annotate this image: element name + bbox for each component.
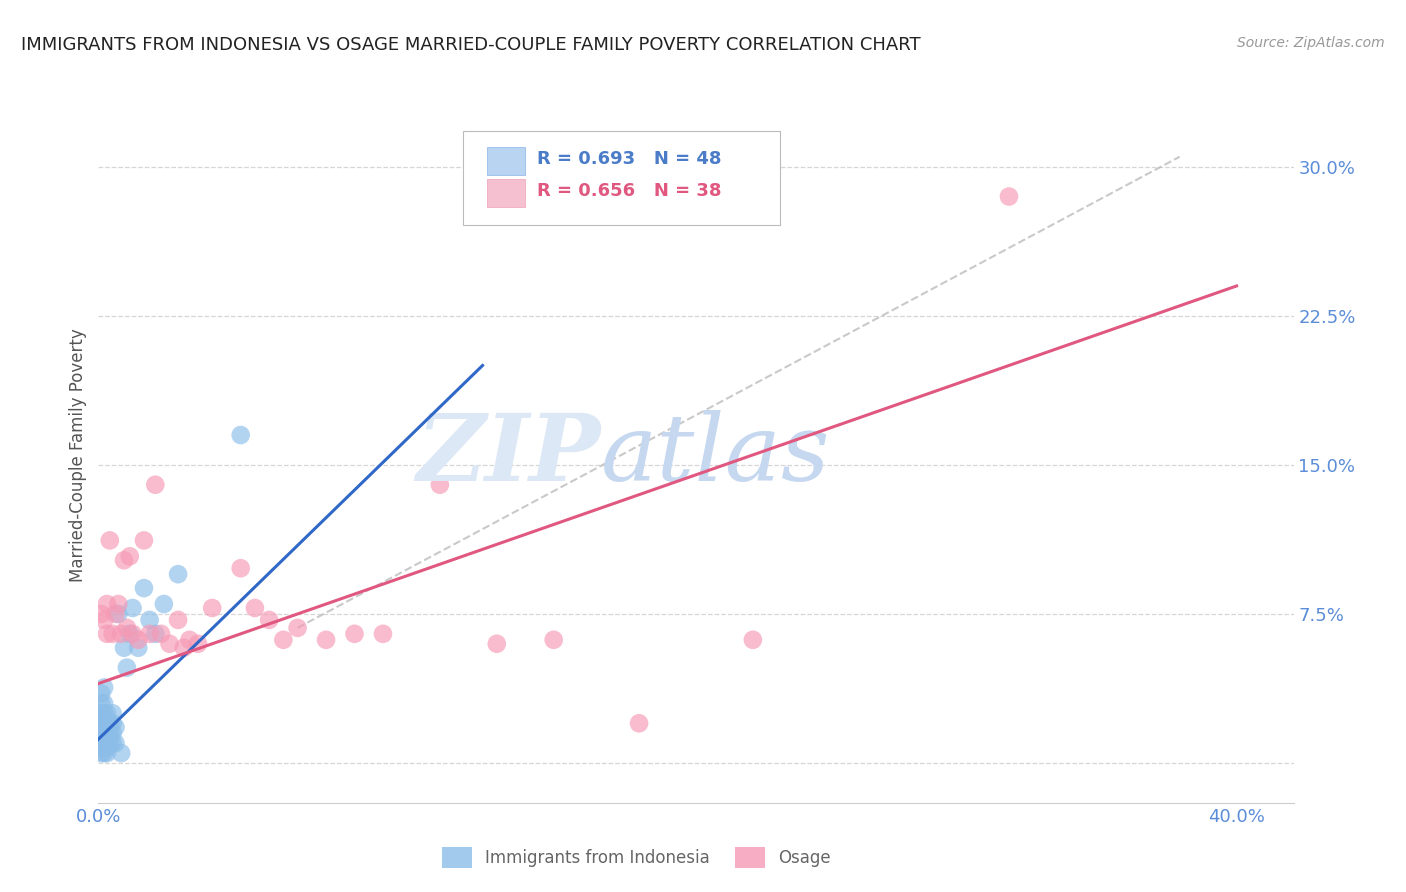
Point — [179, 632, 201, 647]
Point — [121, 601, 143, 615]
Bar — [486, 146, 524, 175]
Point — [93, 746, 115, 760]
Point — [96, 740, 118, 755]
Point — [150, 627, 173, 641]
Point — [90, 706, 112, 721]
Point — [90, 732, 112, 747]
Point — [93, 706, 115, 721]
Point — [143, 477, 166, 491]
Point — [201, 601, 224, 615]
Point — [90, 686, 112, 700]
Point — [104, 607, 127, 621]
Point — [187, 637, 209, 651]
Point — [93, 681, 115, 695]
Point — [543, 632, 565, 647]
Point — [121, 627, 143, 641]
Point — [138, 613, 160, 627]
Point — [90, 746, 112, 760]
Point — [257, 613, 280, 627]
Point — [628, 716, 651, 731]
Text: ZIP: ZIP — [416, 410, 600, 500]
Point — [107, 597, 129, 611]
Point — [343, 627, 366, 641]
Point — [90, 720, 112, 734]
Point — [138, 627, 160, 641]
Point — [132, 581, 155, 595]
Point — [101, 726, 124, 740]
Point — [96, 597, 118, 611]
Text: R = 0.693   N = 48: R = 0.693 N = 48 — [537, 150, 721, 169]
Text: Source: ZipAtlas.com: Source: ZipAtlas.com — [1237, 36, 1385, 50]
Point — [153, 597, 176, 611]
Text: IMMIGRANTS FROM INDONESIA VS OSAGE MARRIED-COUPLE FAMILY POVERTY CORRELATION CHA: IMMIGRANTS FROM INDONESIA VS OSAGE MARRI… — [21, 36, 921, 54]
Point — [243, 601, 266, 615]
Point — [93, 720, 115, 734]
Point — [107, 607, 129, 621]
Point — [96, 706, 118, 721]
Point — [104, 720, 127, 734]
Point — [167, 567, 190, 582]
Point — [98, 716, 121, 731]
Point — [96, 746, 118, 760]
Point — [96, 716, 118, 731]
Point — [101, 627, 124, 641]
Point — [115, 660, 138, 674]
Text: atlas: atlas — [600, 410, 830, 500]
Point — [173, 640, 195, 655]
Point — [93, 613, 115, 627]
Point — [118, 627, 141, 641]
Point — [110, 746, 132, 760]
Point — [93, 726, 115, 740]
Point — [112, 553, 135, 567]
Point — [96, 726, 118, 740]
Text: R = 0.656   N = 38: R = 0.656 N = 38 — [537, 182, 721, 200]
Point — [167, 613, 190, 627]
Point — [96, 736, 118, 750]
Point — [273, 632, 295, 647]
Point — [287, 621, 309, 635]
Point — [101, 736, 124, 750]
Bar — [486, 178, 524, 207]
Y-axis label: Married-Couple Family Poverty: Married-Couple Family Poverty — [69, 328, 87, 582]
Point — [127, 640, 149, 655]
Point — [93, 740, 115, 755]
Point — [101, 706, 124, 721]
Point — [104, 736, 127, 750]
Point — [998, 189, 1021, 203]
Point — [90, 697, 112, 711]
Point — [371, 627, 394, 641]
Point — [229, 428, 252, 442]
Point — [315, 632, 337, 647]
Point — [143, 627, 166, 641]
Point — [112, 640, 135, 655]
Point — [101, 716, 124, 731]
Point — [93, 712, 115, 726]
Point — [90, 736, 112, 750]
Point — [93, 736, 115, 750]
Point — [90, 726, 112, 740]
Point — [159, 637, 181, 651]
Point — [115, 621, 138, 635]
Point — [93, 697, 115, 711]
Point — [93, 732, 115, 747]
Point — [98, 736, 121, 750]
Point — [118, 549, 141, 564]
Point — [127, 632, 149, 647]
Point — [229, 561, 252, 575]
Point — [90, 740, 112, 755]
Point — [98, 533, 121, 548]
Point — [90, 607, 112, 621]
Point — [110, 627, 132, 641]
FancyBboxPatch shape — [463, 131, 780, 226]
Legend: Immigrants from Indonesia, Osage: Immigrants from Indonesia, Osage — [434, 841, 838, 874]
Point — [429, 477, 451, 491]
Point — [132, 533, 155, 548]
Point — [485, 637, 508, 651]
Point — [98, 726, 121, 740]
Point — [90, 712, 112, 726]
Point — [96, 627, 118, 641]
Point — [741, 632, 763, 647]
